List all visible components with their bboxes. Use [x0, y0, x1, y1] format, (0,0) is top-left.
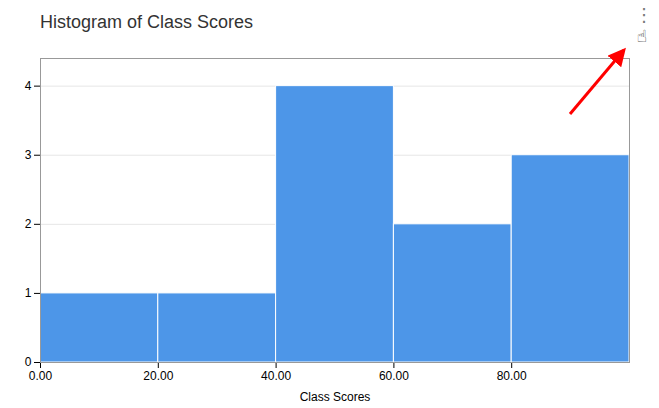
svg-text:4: 4	[25, 79, 32, 93]
svg-text:0.00: 0.00	[29, 369, 53, 383]
svg-text:20.00: 20.00	[143, 369, 173, 383]
svg-text:3: 3	[25, 148, 32, 162]
svg-text:80.00: 80.00	[497, 369, 527, 383]
html-text:Histogram of Class Scores: Histogram of Class Scores	[40, 12, 254, 32]
svg-text:Class Scores: Class Scores	[300, 390, 371, 404]
svg-text:1: 1	[25, 286, 32, 300]
svg-text:2: 2	[25, 217, 32, 231]
svg-text:60.00: 60.00	[379, 369, 409, 383]
svg-text:40.00: 40.00	[261, 369, 291, 383]
svg-text:0: 0	[25, 355, 32, 369]
